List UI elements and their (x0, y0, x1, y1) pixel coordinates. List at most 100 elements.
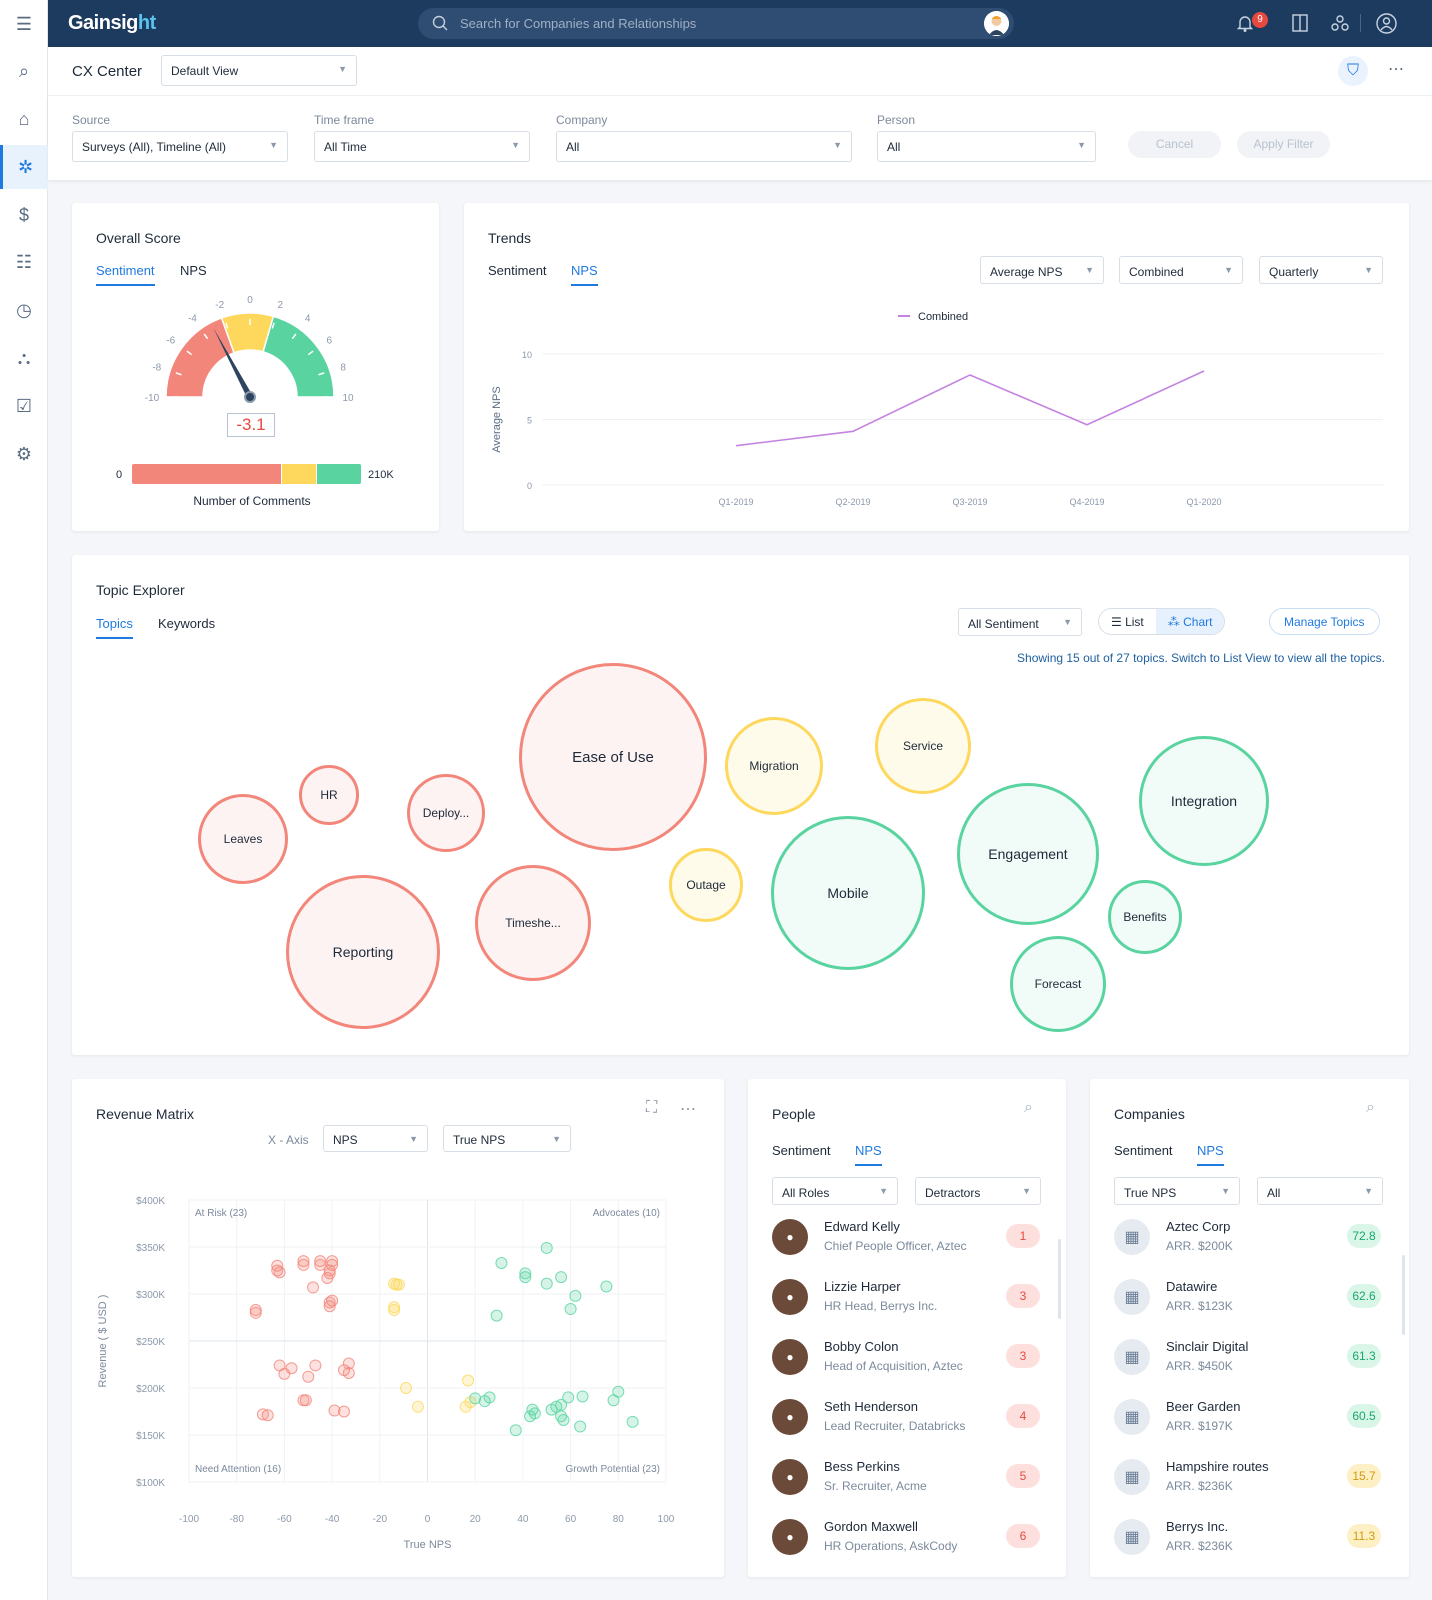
filter-icon[interactable]: ⛉ (1338, 56, 1368, 86)
nps-type-select[interactable]: True NPS ▼ (1114, 1177, 1240, 1205)
sentiment-filter-select[interactable]: All Sentiment ▼ (958, 608, 1082, 636)
x-axis-select[interactable]: NPS ▼ (323, 1125, 428, 1152)
topic-bubble[interactable]: Timeshe... (475, 865, 591, 981)
topic-bubble[interactable]: Benefits (1108, 880, 1182, 954)
tab-nps[interactable]: NPS (180, 263, 207, 278)
person-select[interactable]: All ▼ (877, 131, 1096, 162)
list-view-button[interactable]: ☰ List (1099, 609, 1156, 634)
tab-sentiment[interactable]: Sentiment (96, 263, 155, 286)
chart-view-button[interactable]: ⁂ Chart (1155, 609, 1225, 634)
cx-center-icon[interactable]: ✲ (0, 145, 48, 189)
company-row[interactable]: ▦ Berrys Inc. ARR. $236K 11.3 (1114, 1519, 1385, 1579)
profile-icon[interactable] (1376, 13, 1397, 34)
topic-label: Benefits (1123, 910, 1167, 924)
nps-category-select[interactable]: Detractors ▼ (915, 1177, 1041, 1205)
tab-sentiment[interactable]: Sentiment (772, 1143, 831, 1158)
person-row[interactable]: ● Bobby Colon Head of Acquisition, Aztec… (772, 1339, 1042, 1399)
x-tick-label: Q2-2019 (835, 497, 870, 507)
company-row[interactable]: ▦ Sinclair Digital ARR. $450K 61.3 (1114, 1339, 1385, 1399)
book-icon[interactable] (1290, 13, 1310, 33)
company-arr: ARR. $450K (1166, 1359, 1233, 1373)
tab-keywords[interactable]: Keywords (158, 616, 216, 631)
company-row[interactable]: ▦ Datawire ARR. $123K 62.6 (1114, 1279, 1385, 1339)
topic-bubble[interactable]: Service (875, 698, 971, 794)
topic-bubble[interactable]: Outage (669, 848, 743, 922)
view-toggle: ☰ List ⁂ Chart (1098, 608, 1226, 635)
view-select[interactable]: Default View ▼ (161, 55, 357, 86)
timeline-icon[interactable]: ◷ (16, 299, 32, 320)
topic-bubble[interactable]: HR (299, 765, 359, 825)
home-icon[interactable]: ⌂ (18, 108, 30, 129)
time-frame-select[interactable]: All Time ▼ (314, 131, 530, 162)
list-icon: ☰ (1111, 615, 1126, 629)
company-row[interactable]: ▦ Hampshire routes ARR. $236K 15.7 (1114, 1459, 1385, 1519)
company-select[interactable]: All ▼ (556, 131, 852, 162)
dollar-icon[interactable]: $ (18, 204, 29, 225)
tab-nps[interactable]: NPS (571, 263, 598, 286)
person-row[interactable]: ● Lizzie Harper HR Head, Berrys Inc. 3 (772, 1279, 1042, 1339)
company-filter-value: All (1267, 1186, 1281, 1200)
settings-icon[interactable]: ⚙ (15, 443, 33, 464)
company-row[interactable]: ▦ Aztec Corp ARR. $200K 72.8 (1114, 1219, 1385, 1279)
person-title: HR Operations, AskCody (824, 1539, 958, 1553)
tab-topics[interactable]: Topics (96, 616, 133, 639)
tab-sentiment[interactable]: Sentiment (1114, 1143, 1173, 1158)
user-avatar[interactable] (984, 11, 1009, 36)
metric-select[interactable]: Average NPS ▼ (980, 256, 1104, 284)
company-row[interactable]: ▦ Beer Garden ARR. $197K 60.5 (1114, 1399, 1385, 1459)
hierarchy-icon[interactable]: ⛬ (17, 347, 31, 368)
roles-select[interactable]: All Roles ▼ (772, 1177, 898, 1205)
checklist-icon[interactable]: ☑ (15, 395, 33, 416)
scatter-point-promoters (519, 1271, 532, 1284)
y-tick-label: 10 (522, 350, 532, 360)
manage-topics-button[interactable]: Manage Topics (1269, 608, 1380, 635)
person-row[interactable]: ● Edward Kelly Chief People Officer, Azt… (772, 1219, 1042, 1279)
company-filter-select[interactable]: All ▼ (1257, 1177, 1383, 1205)
topic-bubble[interactable]: Forecast (1010, 936, 1106, 1032)
more-options-icon[interactable]: ⋯ (1388, 61, 1404, 78)
topic-bubble[interactable]: Engagement (957, 783, 1099, 925)
chevron-down-icon: ▼ (511, 140, 520, 150)
person-row[interactable]: ● Gordon Maxwell HR Operations, AskCody … (772, 1519, 1042, 1579)
chevron-down-icon: ▼ (269, 140, 278, 150)
search-icon[interactable]: ⌕ (18, 60, 30, 81)
more-options-icon[interactable]: ⋯ (680, 1101, 696, 1118)
scrollbar[interactable] (1058, 1239, 1061, 1319)
cancel-button[interactable]: Cancel (1128, 131, 1221, 158)
people-icon[interactable] (1330, 13, 1350, 33)
company-value: All (566, 140, 580, 154)
scrollbar[interactable] (1402, 1255, 1405, 1335)
topic-bubble[interactable]: Deploy... (407, 774, 485, 852)
topic-bubble[interactable]: Leaves (198, 794, 288, 884)
topic-bubble[interactable]: Migration (725, 717, 823, 815)
expand-icon[interactable]: ⛶ (646, 1099, 658, 1116)
global-search-input[interactable]: Search for Companies and Relationships (418, 8, 1014, 39)
y-tick-label: $400K (136, 1196, 165, 1207)
menu-icon[interactable]: ☰ (15, 13, 33, 34)
x-tick-label: Q1-2019 (718, 497, 753, 507)
person-row[interactable]: ● Seth Henderson Lead Recruiter, Databri… (772, 1399, 1042, 1459)
gainsight-logo[interactable]: Gainsight (68, 12, 156, 34)
x-tick-label: -20 (373, 1514, 388, 1525)
building-icon: ▦ (1114, 1519, 1150, 1555)
tab-sentiment[interactable]: Sentiment (488, 263, 547, 278)
topic-bubble[interactable]: Ease of Use (519, 663, 707, 851)
chevron-down-icon: ▼ (833, 140, 842, 150)
topic-bubble[interactable]: Mobile (771, 816, 925, 970)
nps-type-select[interactable]: True NPS ▼ (443, 1125, 571, 1152)
segment-select[interactable]: Combined ▼ (1119, 256, 1243, 284)
search-icon[interactable]: ⌕ (1366, 1099, 1375, 1116)
tab-nps[interactable]: NPS (855, 1143, 882, 1166)
tab-nps[interactable]: NPS (1197, 1143, 1224, 1166)
person-row[interactable]: ● Bess Perkins Sr. Recruiter, Acme 5 (772, 1459, 1042, 1519)
rules-icon[interactable]: ☷ (15, 251, 33, 272)
apply-filter-button[interactable]: Apply Filter (1237, 131, 1330, 158)
nps-score-badge: 4 (1006, 1404, 1040, 1428)
avatar: ● (772, 1279, 808, 1315)
topic-bubble[interactable]: Reporting (286, 875, 440, 1029)
bell-icon[interactable] (1235, 13, 1255, 33)
period-select[interactable]: Quarterly ▼ (1259, 256, 1383, 284)
topic-bubble[interactable]: Integration (1139, 736, 1269, 866)
search-icon[interactable]: ⌕ (1024, 1099, 1033, 1116)
source-select[interactable]: Surveys (All), Timeline (All) ▼ (72, 131, 288, 162)
